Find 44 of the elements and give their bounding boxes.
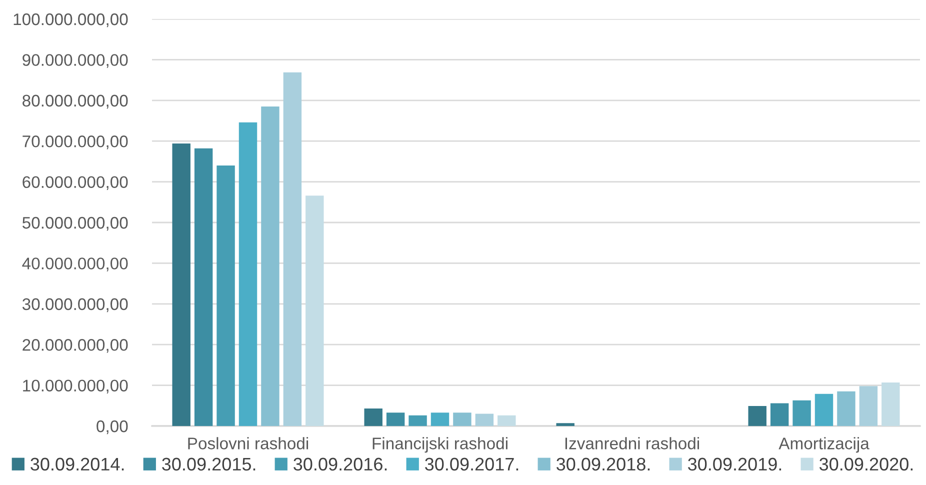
bar — [306, 196, 324, 426]
bar — [408, 415, 427, 426]
y-tick-label: 100.000.000,00 — [14, 13, 128, 28]
x-tick-label: Poslovni rashodi — [188, 437, 308, 450]
bar — [475, 414, 494, 426]
bar — [859, 386, 878, 426]
y-tick-label: 40.000.000,00 — [22, 258, 128, 272]
y-tick-label: 80.000.000,00 — [22, 94, 128, 109]
x-tick-label: Financijski rashodi — [372, 437, 508, 453]
bar — [770, 403, 789, 426]
bar — [172, 144, 190, 426]
y-tick-label: 30.000.000,00 — [22, 298, 128, 312]
bar — [261, 106, 280, 426]
bar — [837, 391, 856, 426]
y-tick-label: 70.000.000,00 — [22, 136, 128, 150]
bar — [386, 412, 405, 426]
y-tick-label: 10.000.000,00 — [23, 380, 128, 394]
legend-label: 30.09.2019. — [688, 458, 782, 471]
bar — [453, 412, 472, 426]
y-tick-label: 50.000.000,00 — [22, 216, 128, 231]
legend-label: 30.09.2020. — [819, 458, 913, 471]
bar — [364, 408, 382, 426]
bar — [748, 406, 766, 426]
y-tick-label: 0,00 — [96, 420, 128, 434]
bar — [238, 122, 258, 426]
bar — [882, 382, 900, 426]
bar — [814, 394, 834, 426]
x-tick-label: Izvanredni rashodi — [565, 437, 699, 450]
legend-label: 30.09.2014. — [30, 458, 124, 471]
bar — [556, 423, 574, 426]
bar — [194, 148, 213, 426]
legend-label: 30.09.2016. — [294, 458, 387, 471]
bar — [430, 412, 450, 426]
y-tick-label: 20.000.000,00 — [22, 339, 128, 353]
y-tick-label: 60.000.000,00 — [22, 176, 128, 190]
bar — [498, 415, 516, 426]
x-tick-label: Amortizacija — [778, 437, 870, 453]
legend-label: 30.09.2018. — [556, 458, 650, 471]
bar — [792, 400, 811, 426]
y-tick-label: 90.000.000,00 — [22, 54, 128, 68]
bar — [283, 72, 302, 426]
bar — [216, 166, 235, 426]
legend-label: 30.09.2017. — [425, 458, 518, 471]
legend-label: 30.09.2015. — [162, 458, 256, 471]
